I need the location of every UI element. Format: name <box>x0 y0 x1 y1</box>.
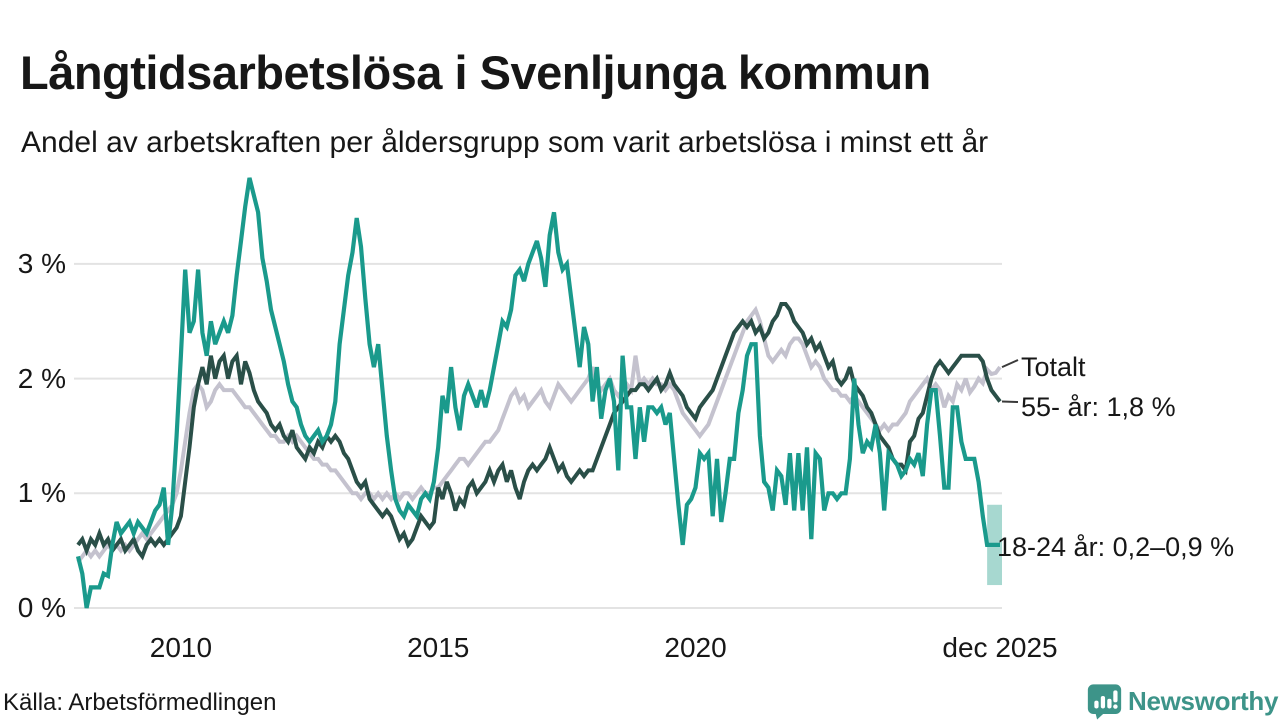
y-tick-label: 0 % <box>17 592 66 623</box>
chart-subtitle: Andel av arbetskraften per åldersgrupp s… <box>21 126 989 159</box>
source-note: Källa: Arbetsförmedlingen <box>3 689 277 716</box>
newsworthy-logo-text: Newsworthy <box>1128 686 1279 716</box>
series-line-18-24-r <box>75 177 1000 609</box>
y-tick-label: 2 % <box>17 362 66 394</box>
series-label-totalt: Totalt <box>1021 352 1086 382</box>
x-tick-label: 2020 <box>664 632 727 663</box>
x-tick-label: 2015 <box>407 632 470 663</box>
label-connector-totalt <box>1001 359 1019 369</box>
page-title: Långtidsarbetslösa i Svenljunga kommun <box>20 46 931 100</box>
series-line-totalt <box>76 305 1002 564</box>
series-line-55-r <box>76 302 1002 561</box>
x-tick-label: dec 2025 <box>942 632 1058 663</box>
series-label-18-24-ar: 18-24 år: 0,2–0,9 % <box>997 532 1235 562</box>
newsworthy-logo-icon <box>1087 684 1122 720</box>
y-tick-label: 1 % <box>17 477 66 509</box>
series-label-55-ar: 55- år: 1,8 % <box>1021 392 1176 422</box>
newsworthy-logo: Newsworthy <box>1086 683 1278 720</box>
x-tick-label: 2010 <box>149 632 213 663</box>
y-tick-label: 3 % <box>17 247 66 279</box>
